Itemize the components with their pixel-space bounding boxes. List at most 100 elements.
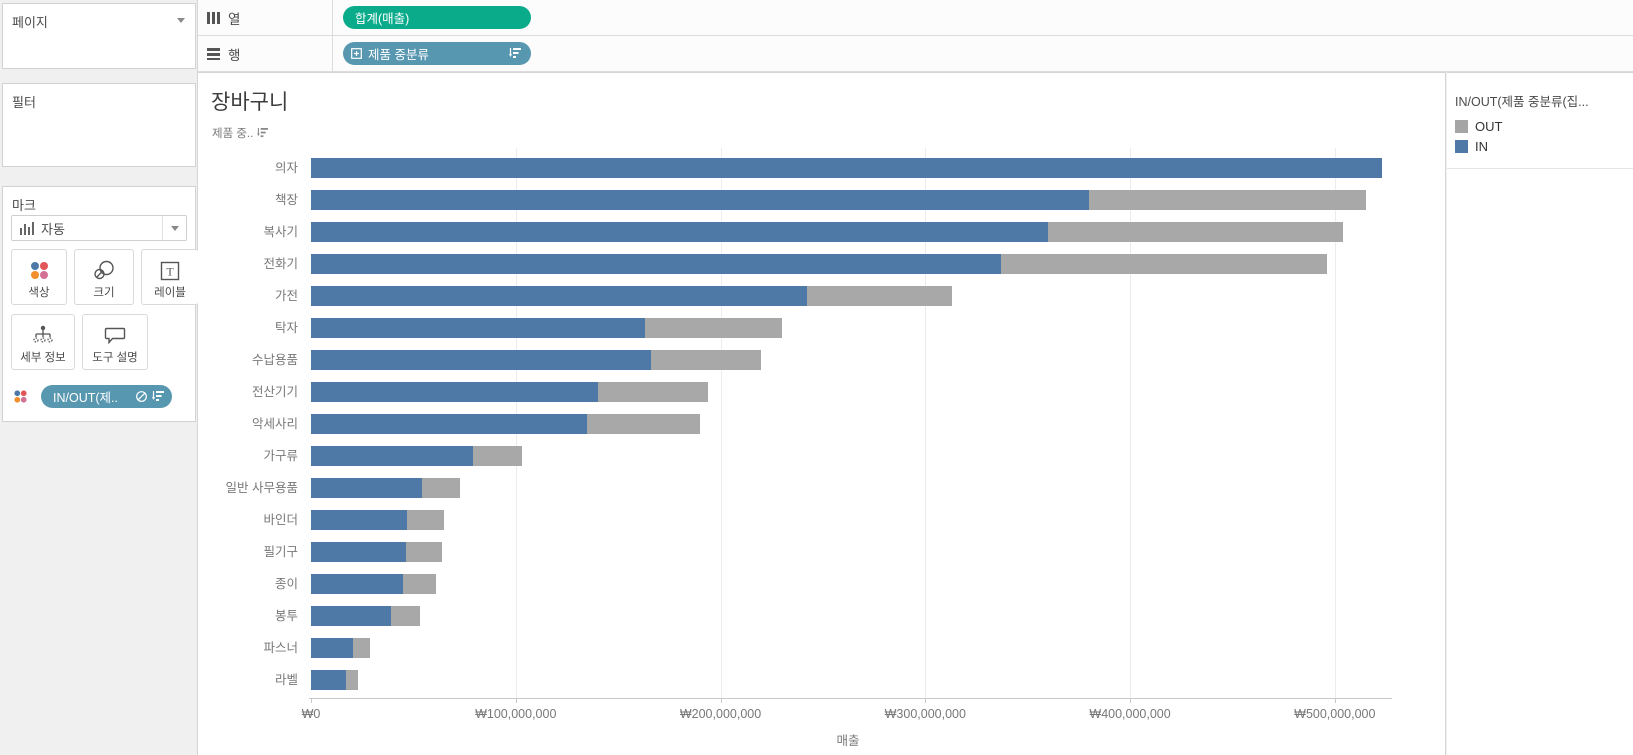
bar-segment-out[interactable] — [650, 350, 762, 370]
color-dots-icon — [14, 390, 27, 403]
columns-shelf[interactable]: 열 합계(매출) — [198, 0, 1633, 36]
category-label[interactable]: 복사기 — [263, 225, 298, 239]
rows-shelf[interactable]: 행 제품 중분류 — [198, 36, 1633, 72]
category-label[interactable]: 악세사리 — [251, 417, 298, 431]
legend-item-out[interactable]: OUT — [1455, 119, 1627, 134]
bar-segment-in[interactable] — [311, 606, 391, 626]
legend-swatch-in — [1455, 140, 1468, 153]
marks-pill-label: IN/OUT(제.. — [53, 391, 118, 405]
x-axis-tick — [720, 698, 722, 703]
category-label[interactable]: 수납용품 — [251, 353, 298, 367]
bar-segment-out[interactable] — [390, 606, 420, 626]
x-axis-tick-label: ₩500,000,000 — [1294, 707, 1376, 721]
x-axis-tick — [515, 698, 517, 703]
bar-segment-in[interactable] — [311, 190, 1090, 210]
bar-segment-in[interactable] — [311, 510, 408, 530]
shelves: 열 합계(매출) 행 제품 중분류 — [198, 0, 1633, 72]
x-axis-title: 매출 — [836, 734, 860, 748]
category-label[interactable]: 탁자 — [274, 321, 298, 335]
bar-segment-in[interactable] — [311, 638, 353, 658]
bar-segment-out[interactable] — [1048, 222, 1343, 242]
bar-segment-in[interactable] — [311, 318, 645, 338]
bar-segment-in[interactable] — [311, 222, 1049, 242]
no-legend-icon — [136, 391, 147, 402]
x-axis-tick-label: ₩300,000,000 — [884, 707, 966, 721]
bar-segment-in[interactable] — [311, 670, 346, 690]
marks-color-pill[interactable]: IN/OUT(제.. — [41, 385, 172, 408]
x-axis-tick-label: ₩100,000,000 — [475, 707, 557, 721]
bar-segment-out[interactable] — [421, 478, 461, 498]
bar-segment-out[interactable] — [587, 414, 701, 434]
bar-segment-out[interactable] — [345, 670, 359, 690]
category-label[interactable]: 필기구 — [263, 545, 298, 559]
bar-segment-out[interactable] — [472, 446, 522, 466]
x-axis-tick — [1130, 698, 1132, 703]
category-label[interactable]: 전화기 — [263, 257, 298, 271]
bar-segment-in[interactable] — [311, 158, 1382, 178]
bar-segment-in[interactable] — [311, 478, 422, 498]
tooltip-bubble-icon — [104, 327, 126, 345]
color-button[interactable]: 색상 — [11, 249, 67, 305]
mark-type-dropdown[interactable]: 자동 — [11, 215, 187, 241]
worksheet: 장바구니 제품 중.. 매출 의자 책장 복사기 전화기 가전 탁자 수납용품 전산기기 악세사… — [198, 72, 1446, 755]
bar-segment-in[interactable] — [311, 414, 588, 434]
bar-segment-in[interactable] — [311, 446, 473, 466]
mark-type-caret[interactable] — [162, 216, 186, 240]
size-button[interactable]: 크기 — [74, 249, 134, 305]
filters-panel: 필터 — [2, 83, 196, 167]
legend-title: IN/OUT(제품 중분류(집... — [1455, 95, 1589, 109]
size-circles-icon — [94, 260, 114, 280]
detail-tree-icon — [33, 325, 53, 343]
bar-segment-in[interactable] — [311, 382, 598, 402]
bar-segment-in[interactable] — [311, 254, 1002, 274]
bar-segment-out[interactable] — [403, 574, 436, 594]
bar-segment-out[interactable] — [1089, 190, 1366, 210]
x-axis-tick-label: ₩200,000,000 — [679, 707, 762, 721]
columns-shelf-label: 열 — [198, 0, 333, 35]
bar-segment-out[interactable] — [352, 638, 371, 658]
category-label[interactable]: 가구류 — [263, 449, 298, 463]
svg-text:T: T — [166, 265, 174, 279]
bar-segment-in[interactable] — [311, 574, 404, 594]
bar-segment-out[interactable] — [406, 542, 443, 562]
category-label[interactable]: 파스너 — [263, 641, 298, 655]
bar-segment-in[interactable] — [311, 350, 651, 370]
sort-descending-icon — [152, 391, 164, 401]
expand-plus-icon — [351, 48, 362, 59]
color-legend-panel: IN/OUT(제품 중분류(집... OUT IN — [1447, 72, 1633, 755]
x-axis-tick — [1334, 698, 1336, 703]
detail-button[interactable]: 세부 정보 — [11, 314, 75, 370]
color-legend-card[interactable]: IN/OUT(제품 중분류(집... OUT IN — [1447, 73, 1633, 169]
category-label[interactable]: 봉투 — [274, 609, 298, 623]
x-axis-tick — [311, 698, 312, 703]
category-label[interactable]: 바인더 — [263, 513, 298, 527]
bar-segment-out[interactable] — [806, 286, 952, 306]
category-label[interactable]: 책장 — [274, 193, 298, 207]
category-label[interactable]: 종이 — [274, 577, 298, 591]
marks-panel-title: 마크 — [12, 198, 36, 213]
bar-segment-out[interactable] — [1001, 254, 1327, 274]
x-axis-line — [309, 698, 1392, 699]
category-label[interactable]: 가전 — [274, 289, 298, 303]
bar-segment-in[interactable] — [311, 542, 407, 562]
category-label[interactable]: 일반 사무용품 — [225, 481, 298, 495]
bar-segment-out[interactable] — [407, 510, 445, 530]
bar-segment-in[interactable] — [311, 286, 807, 306]
category-label[interactable]: 라벨 — [274, 673, 298, 687]
category-label[interactable]: 전산기기 — [251, 385, 298, 399]
legend-item-in[interactable]: IN — [1455, 139, 1627, 154]
sort-descending-icon[interactable] — [257, 128, 269, 138]
columns-pill-sum-sales[interactable]: 합계(매출) — [343, 6, 531, 29]
row-field-header[interactable]: 제품 중.. — [212, 125, 269, 141]
label-button[interactable]: T 레이블 — [141, 249, 199, 305]
tooltip-button[interactable]: 도구 설명 — [82, 314, 148, 370]
gridline — [720, 148, 722, 698]
category-label[interactable]: 의자 — [274, 161, 298, 175]
chevron-down-icon[interactable] — [177, 18, 185, 23]
bar-segment-out[interactable] — [597, 382, 709, 402]
marks-panel: 마크 자동 색상 크기 — [2, 186, 199, 422]
pages-panel: 페이지 — [2, 3, 196, 69]
rows-pill-product-subcategory[interactable]: 제품 중분류 — [343, 42, 531, 65]
bar-segment-out[interactable] — [644, 318, 782, 338]
gridline — [1334, 148, 1336, 698]
